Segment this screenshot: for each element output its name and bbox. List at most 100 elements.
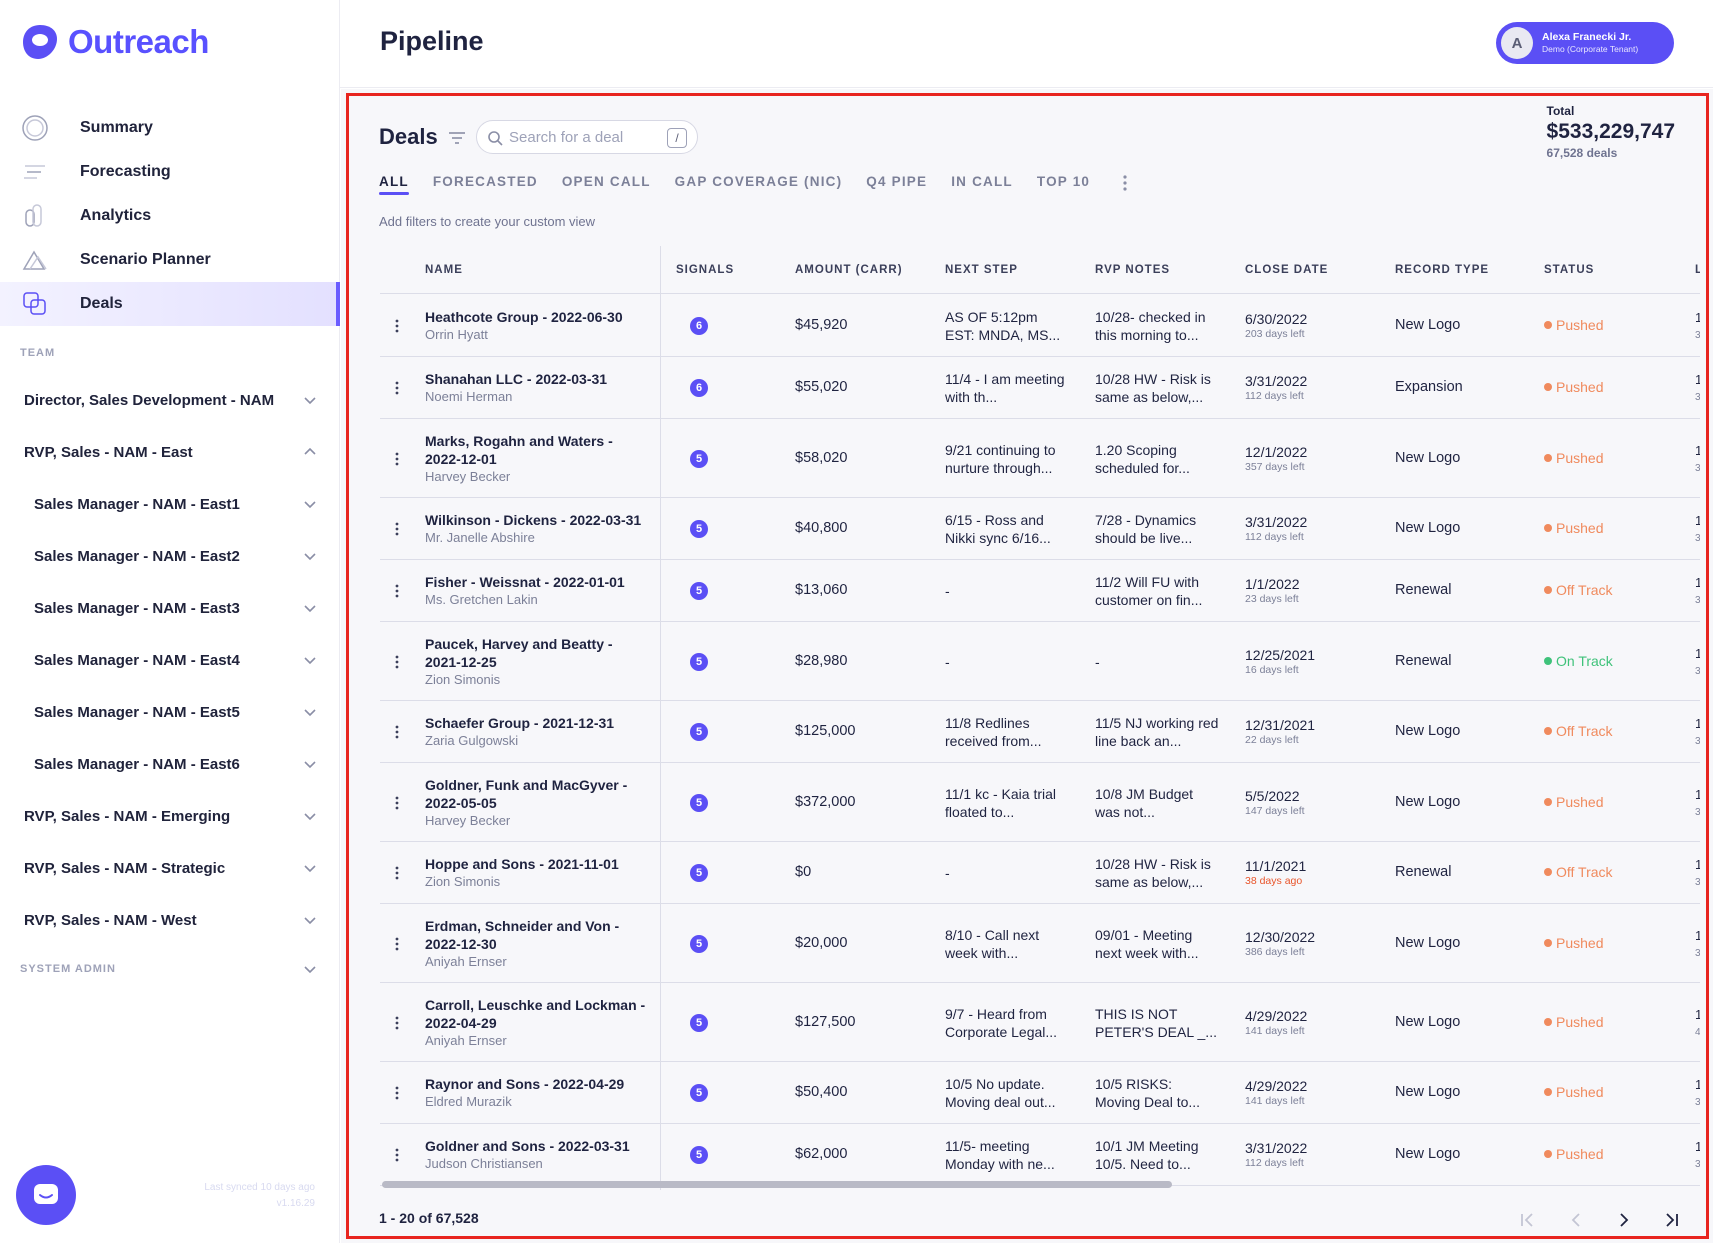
- rvp-notes-cell[interactable]: 7/28 - Dynamics should be live...: [1095, 512, 1197, 546]
- tab-in-call[interactable]: IN CALL: [951, 174, 1013, 189]
- table-row[interactable]: Schaefer Group - 2021-12-31 Zaria Gulgows…: [380, 701, 1700, 763]
- row-menu-icon[interactable]: [395, 1016, 399, 1030]
- column-header-last[interactable]: LA: [1695, 264, 1700, 276]
- signals-badge[interactable]: 5: [690, 935, 708, 953]
- chevron-down-icon[interactable]: [302, 392, 318, 408]
- signals-badge[interactable]: 5: [690, 653, 708, 671]
- next-step-cell[interactable]: 10/5 No update. Moving deal out...: [945, 1076, 1056, 1110]
- column-header-signals[interactable]: SIGNALS: [676, 264, 735, 276]
- signals-badge[interactable]: 5: [690, 1014, 708, 1032]
- team-item[interactable]: RVP, Sales - NAM - Strategic: [0, 842, 340, 894]
- rvp-notes-cell[interactable]: 10/28- checked in this morning to...: [1095, 309, 1206, 343]
- team-item[interactable]: Sales Manager - NAM - East3: [0, 582, 340, 634]
- tab-top-10[interactable]: TOP 10: [1036, 174, 1091, 189]
- rvp-notes-cell[interactable]: 11/5 NJ working red line back an...: [1095, 715, 1219, 749]
- deal-name-cell[interactable]: Schaefer Group - 2021-12-31 Zaria Gulgows…: [425, 714, 650, 750]
- next-page-icon[interactable]: [1613, 1209, 1635, 1231]
- table-row[interactable]: Hoppe and Sons - 2021-11-01 Zion Simonis 5…: [380, 842, 1700, 904]
- deal-name[interactable]: Carroll, Leuschke and Lockman - 2022-04-…: [425, 997, 646, 1031]
- rvp-notes-cell[interactable]: 10/28 HW - Risk is same as below,...: [1095, 371, 1211, 405]
- next-step-cell[interactable]: 9/7 - Heard from Corporate Legal...: [945, 1006, 1058, 1040]
- chevron-up-icon[interactable]: [302, 444, 318, 460]
- deal-name[interactable]: Heathcote Group - 2022-06-30: [425, 309, 623, 325]
- deal-name-cell[interactable]: Erdman, Schneider and Von - 2022-12-30 An…: [425, 917, 650, 971]
- deal-name[interactable]: Fisher - Weissnat - 2022-01-01: [425, 574, 625, 590]
- next-step-cell[interactable]: -: [945, 654, 950, 670]
- deal-name[interactable]: Hoppe and Sons - 2021-11-01: [425, 856, 619, 872]
- table-row[interactable]: Marks, Rogahn and Waters - 2022-12-01 Har…: [380, 419, 1700, 498]
- rvp-notes-cell[interactable]: THIS IS NOT PETER'S DEAL _...: [1095, 1006, 1217, 1040]
- row-menu-icon[interactable]: [395, 1086, 399, 1100]
- column-header-name[interactable]: NAME: [425, 264, 463, 276]
- signals-badge[interactable]: 6: [690, 379, 708, 397]
- rvp-notes-cell[interactable]: 10/5 RISKS: Moving Deal to...: [1095, 1076, 1201, 1110]
- row-menu-icon[interactable]: [395, 796, 399, 810]
- deal-name-cell[interactable]: Fisher - Weissnat - 2022-01-01 Ms. Gretch…: [425, 573, 650, 609]
- search-input[interactable]: [509, 127, 659, 147]
- logo[interactable]: Outreach: [20, 22, 209, 62]
- column-header-status[interactable]: STATUS: [1544, 264, 1595, 276]
- chevron-down-icon[interactable]: [302, 496, 318, 512]
- row-menu-icon[interactable]: [395, 584, 399, 598]
- chevron-down-icon[interactable]: [302, 860, 318, 876]
- rvp-notes-cell[interactable]: -: [1095, 654, 1100, 670]
- table-row[interactable]: Goldner and Sons - 2022-03-31 Judson Chri…: [380, 1124, 1700, 1186]
- nav-item-deals[interactable]: Deals: [0, 282, 340, 326]
- tab-forecasted[interactable]: FORECASTED: [432, 174, 538, 189]
- rvp-notes-cell[interactable]: 10/28 HW - Risk is same as below,...: [1095, 856, 1211, 890]
- table-row[interactable]: Goldner, Funk and MacGyver - 2022-05-05 H…: [380, 763, 1700, 842]
- team-item[interactable]: RVP, Sales - NAM - East: [0, 426, 340, 478]
- system-admin-label[interactable]: SYSTEM ADMIN: [20, 963, 116, 975]
- signals-badge[interactable]: 5: [690, 1146, 708, 1164]
- signals-badge[interactable]: 5: [690, 794, 708, 812]
- rvp-notes-cell[interactable]: 10/8 JM Budget was not...: [1095, 786, 1194, 820]
- deal-name-cell[interactable]: Carroll, Leuschke and Lockman - 2022-04-…: [425, 996, 650, 1050]
- chat-button[interactable]: [16, 1165, 76, 1225]
- last-page-icon[interactable]: [1661, 1209, 1683, 1231]
- deal-name-cell[interactable]: Paucek, Harvey and Beatty - 2021-12-25 Zi…: [425, 635, 650, 689]
- deal-name-cell[interactable]: Goldner, Funk and MacGyver - 2022-05-05 H…: [425, 776, 650, 830]
- deal-name-cell[interactable]: Wilkinson - Dickens - 2022-03-31 Mr. Jane…: [425, 511, 650, 547]
- deal-name-cell[interactable]: Goldner and Sons - 2022-03-31 Judson Chri…: [425, 1137, 650, 1173]
- next-step-cell[interactable]: 11/4 - I am meeting with th...: [945, 371, 1065, 405]
- row-menu-icon[interactable]: [395, 655, 399, 669]
- deal-name[interactable]: Paucek, Harvey and Beatty - 2021-12-25: [425, 636, 613, 670]
- team-item[interactable]: Sales Manager - NAM - East4: [0, 634, 340, 686]
- table-row[interactable]: Heathcote Group - 2022-06-30 Orrin Hyatt 6…: [380, 295, 1700, 357]
- tab-q4-pipe[interactable]: Q4 PIPE: [866, 174, 928, 189]
- column-header-close-date[interactable]: CLOSE DATE: [1245, 264, 1329, 276]
- tab-gap-coverage[interactable]: GAP COVERAGE (NIC): [674, 174, 843, 189]
- user-menu[interactable]: A Alexa Franecki Jr. Demo (Corporate Ten…: [1496, 22, 1674, 64]
- team-item[interactable]: RVP, Sales - NAM - West: [0, 894, 340, 946]
- table-row[interactable]: Carroll, Leuschke and Lockman - 2022-04-…: [380, 983, 1700, 1062]
- next-step-cell[interactable]: 11/1 kc - Kaia trial floated to...: [945, 786, 1057, 820]
- chevron-down-icon[interactable]: [302, 652, 318, 668]
- deal-name[interactable]: Goldner and Sons - 2022-03-31: [425, 1138, 630, 1154]
- deal-name-cell[interactable]: Hoppe and Sons - 2021-11-01 Zion Simonis: [425, 855, 650, 891]
- team-item[interactable]: Director, Sales Development - NAM: [0, 374, 340, 426]
- nav-item-forecasting[interactable]: Forecasting: [0, 150, 340, 194]
- nav-item-analytics[interactable]: Analytics: [0, 194, 340, 238]
- next-step-cell[interactable]: AS OF 5:12pm EST: MNDA, MS...: [945, 309, 1061, 343]
- deal-name-cell[interactable]: Heathcote Group - 2022-06-30 Orrin Hyatt: [425, 308, 650, 344]
- row-menu-icon[interactable]: [395, 452, 399, 466]
- deal-name[interactable]: Shanahan LLC - 2022-03-31: [425, 371, 608, 387]
- signals-badge[interactable]: 5: [690, 520, 708, 538]
- chevron-down-icon[interactable]: [302, 548, 318, 564]
- row-menu-icon[interactable]: [395, 937, 399, 951]
- column-header-record-type[interactable]: RECORD TYPE: [1395, 264, 1490, 276]
- row-menu-icon[interactable]: [395, 381, 399, 395]
- deal-name[interactable]: Raynor and Sons - 2022-04-29: [425, 1076, 625, 1092]
- table-row[interactable]: Fisher - Weissnat - 2022-01-01 Ms. Gretch…: [380, 560, 1700, 622]
- chevron-down-icon[interactable]: [302, 808, 318, 824]
- row-menu-icon[interactable]: [395, 725, 399, 739]
- rvp-notes-cell[interactable]: 09/01 - Meeting next week with...: [1095, 927, 1199, 961]
- tab-all[interactable]: ALL: [379, 174, 409, 195]
- table-row[interactable]: Raynor and Sons - 2022-04-29 Eldred Muraz…: [380, 1062, 1700, 1124]
- table-row[interactable]: Wilkinson - Dickens - 2022-03-31 Mr. Jane…: [380, 498, 1700, 560]
- next-step-cell[interactable]: 8/10 - Call next week with...: [945, 927, 1040, 961]
- previous-page-icon[interactable]: [1565, 1209, 1587, 1231]
- signals-badge[interactable]: 5: [690, 864, 708, 882]
- filter-icon[interactable]: [448, 130, 466, 146]
- deal-name[interactable]: Wilkinson - Dickens - 2022-03-31: [425, 512, 642, 528]
